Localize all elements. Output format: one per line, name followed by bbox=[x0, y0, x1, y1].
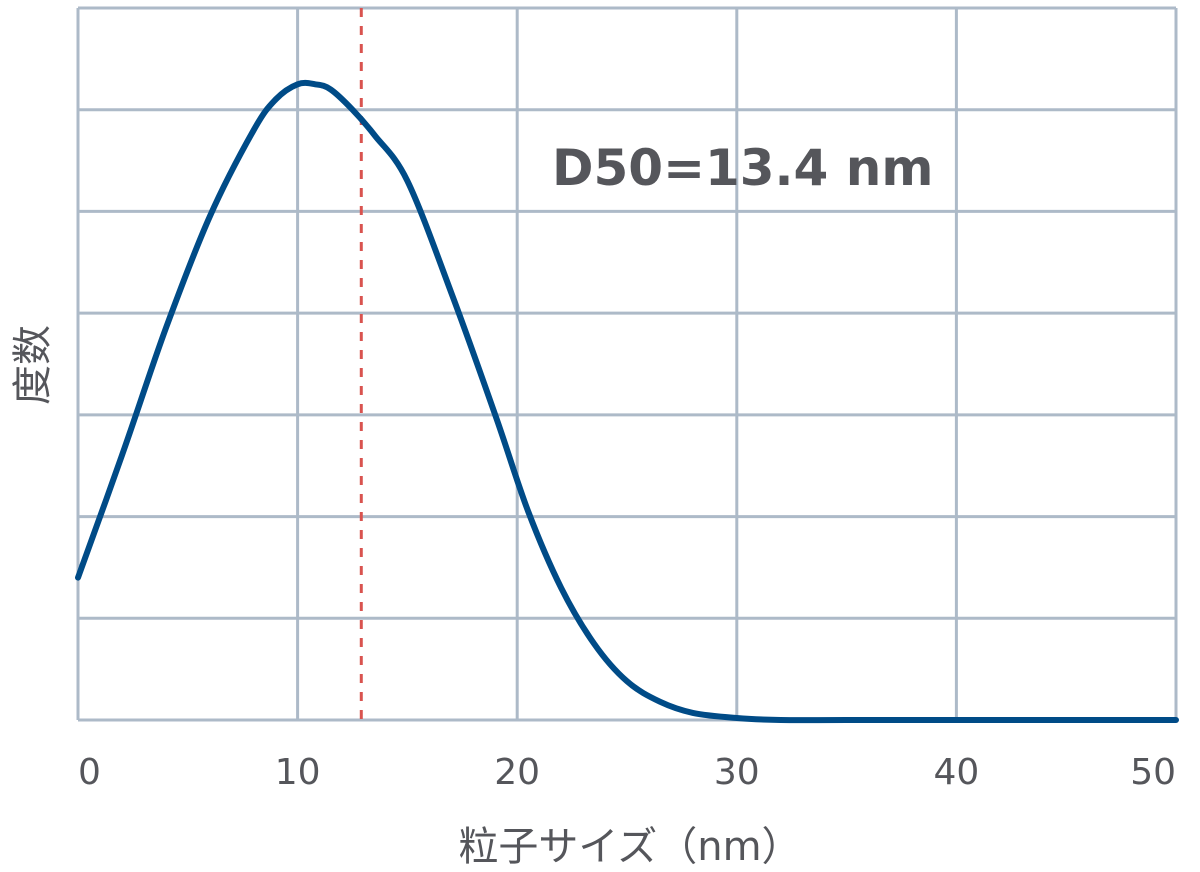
x-tick-label-0: 0 bbox=[78, 752, 101, 793]
series-layer bbox=[75, 79, 1179, 724]
x-tick-label-50: 50 bbox=[1130, 752, 1176, 793]
d50-annotation: D50=13.4 nm bbox=[552, 139, 933, 197]
x-axis-title: 粒子サイズ（nm） bbox=[458, 824, 801, 870]
x-tick-label-10: 10 bbox=[275, 752, 321, 793]
x-axis-ticks: 0 10 20 30 40 50 bbox=[78, 752, 1176, 793]
x-tick-label-40: 40 bbox=[933, 752, 979, 793]
x-tick-label-30: 30 bbox=[714, 752, 760, 793]
x-tick-label-20: 20 bbox=[494, 752, 540, 793]
series-line-0 bbox=[75, 79, 1179, 724]
grid-lines bbox=[76, 6, 1178, 722]
y-axis-title: 度数 bbox=[10, 325, 56, 405]
